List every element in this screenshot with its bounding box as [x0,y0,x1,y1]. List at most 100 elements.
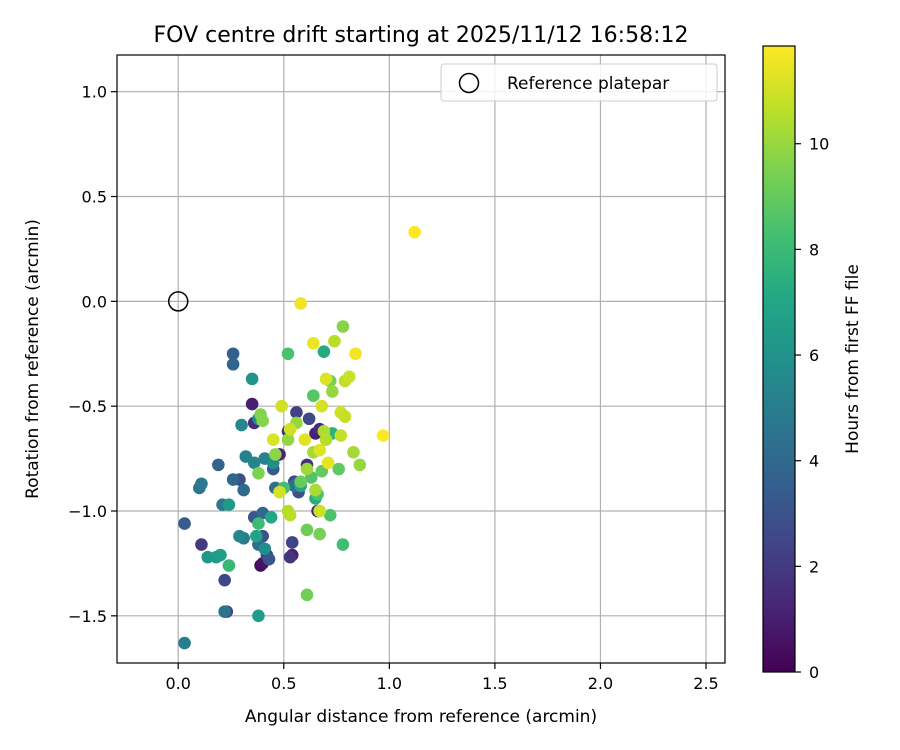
chart-title: FOV centre drift starting at 2025/11/12 … [154,23,689,48]
data-point [226,473,240,486]
x-tick-label: 2.0 [588,674,613,693]
colorbar: 0 2 4 6 8 10 Hours from first FF file [762,45,863,682]
y-tick-label: 0.5 [82,188,107,207]
colorbar-label: Hours from first FF file [843,264,863,454]
data-point [214,548,227,562]
data-point [283,422,297,436]
x-tick-label: 0.5 [271,674,296,693]
y-tick-label: 0.0 [82,292,107,311]
data-point [258,542,272,556]
data-point [328,334,341,348]
data-point [290,406,303,419]
legend-label-reference: Reference platepar [507,74,669,94]
colorbar-gradient [762,45,796,673]
y-axis-label: Rotation from reference (arcmin) [23,219,43,499]
data-point [252,609,265,623]
data-point [222,559,236,572]
colorbar-ticks: 0 2 4 6 8 10 [795,135,829,682]
legend: Reference platepar [440,63,718,102]
x-tick-label: 0.0 [165,674,190,693]
data-point [300,588,314,602]
data-point [264,510,278,524]
data-point [347,445,360,459]
grid [117,55,725,663]
data-point [247,456,261,470]
data-point [256,414,269,428]
data-point [285,536,299,549]
data-point [218,605,231,618]
data-point [294,475,307,488]
data-point [349,347,362,361]
legend-box [440,63,718,102]
data-point [319,433,333,447]
colorbar-tick-label: 6 [809,346,819,365]
plot-frame [116,54,726,664]
data-point [353,458,367,472]
y-tick-label: −1.5 [68,607,107,626]
data-point [178,517,191,530]
data-point [313,504,326,518]
x-tick-label: 1.0 [377,674,402,693]
y-tick-label: −0.5 [68,397,107,416]
data-point [262,552,276,566]
data-point [342,370,356,384]
data-point [309,483,322,497]
data-point [235,418,248,432]
data-point [338,410,352,423]
data-point [269,448,282,461]
data-point [273,485,286,499]
x-axis-ticks: 0.0 0.5 1.0 1.5 2.0 2.5 [165,663,719,693]
reference-platepar-marker [167,291,189,312]
data-point [319,372,333,386]
data-point [336,320,350,333]
y-axis-ticks: −1.5 −1.0 −0.5 0.0 0.5 1.0 [68,83,117,626]
data-point [233,529,246,543]
data-point [307,389,320,402]
reference-marker-group [167,291,189,312]
y-tick-label: 1.0 [82,83,107,102]
data-point [298,433,312,447]
data-point [178,636,191,650]
x-axis-label: Angular distance from reference (arcmin) [245,707,597,727]
legend-reference-marker [458,72,480,94]
data-point [376,429,390,442]
data-point [313,443,326,457]
y-tick-label: −1.0 [68,502,107,521]
data-point [321,456,335,470]
data-point [283,508,297,522]
colorbar-tick-label: 10 [809,135,829,154]
data-point [315,399,329,413]
data-point [195,538,208,551]
data-point [226,357,240,371]
data-point [252,517,265,530]
data-point [307,336,320,350]
data-point [323,508,337,522]
colorbar-tick-label: 4 [809,452,819,471]
data-point [212,458,225,472]
x-tick-label: 1.5 [482,674,507,693]
data-point [195,477,208,491]
data-point [245,397,259,411]
data-point [332,462,345,476]
data-point [294,297,307,310]
data-point [283,550,297,564]
data-point [245,372,259,386]
colorbar-tick-label: 2 [809,557,819,576]
data-point [222,498,236,512]
data-point [281,433,295,447]
data-point [408,225,421,239]
data-point [300,462,314,476]
data-point [275,399,288,413]
data-point [300,523,314,537]
data-point [252,466,265,480]
x-tick-label: 2.5 [693,674,718,693]
colorbar-tick-label: 8 [809,240,819,259]
data-point [317,345,331,358]
data-point [336,538,350,551]
data-point [313,527,326,541]
data-points [178,225,421,650]
data-point [266,433,280,447]
data-point [302,412,316,426]
data-point [218,573,231,587]
